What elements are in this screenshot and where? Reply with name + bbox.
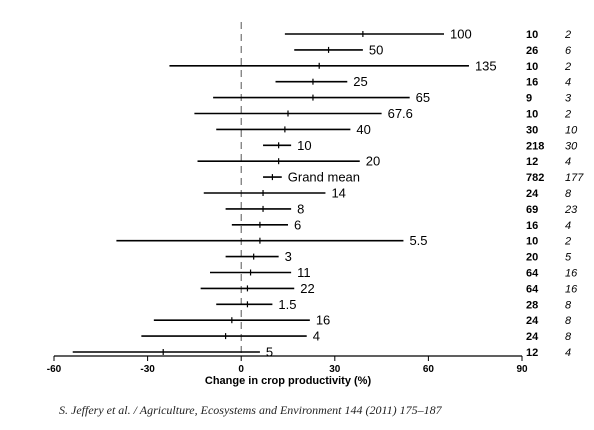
n-observations: 28 <box>526 299 538 311</box>
n-studies: 8 <box>565 331 572 343</box>
forest-row: 11 64 16 <box>210 265 578 280</box>
row-label: 1.5 <box>278 297 296 312</box>
forest-row: 8 69 23 <box>225 201 578 216</box>
row-label: 50 <box>369 42 383 57</box>
n-studies: 8 <box>565 315 572 327</box>
row-label: 40 <box>356 122 370 137</box>
n-observations: 64 <box>526 283 539 295</box>
n-studies: 16 <box>565 283 578 295</box>
forest-row: 22 64 16 <box>200 281 578 296</box>
forest-row: 16 24 8 <box>153 313 572 328</box>
row-label: 4 <box>313 329 320 344</box>
row-label: 25 <box>353 74 367 89</box>
n-observations: 782 <box>526 172 544 184</box>
forest-row: 10 218 30 <box>263 138 578 153</box>
forest-row: 65 9 3 <box>213 90 572 105</box>
n-studies: 5 <box>565 252 572 264</box>
n-studies: 4 <box>565 156 571 168</box>
row-label: 14 <box>331 186 345 201</box>
row-label: 3 <box>285 249 292 264</box>
x-axis-ticks: -60 -30 0 30 60 90 <box>47 356 528 375</box>
n-observations: 16 <box>526 77 538 89</box>
n-observations: 20 <box>526 252 538 264</box>
forest-row: 67.6 10 2 <box>194 106 571 121</box>
n-observations: 16 <box>526 220 538 232</box>
n-studies: 10 <box>565 124 578 136</box>
forest-row: 3 20 5 <box>225 249 572 264</box>
forest-row: 25 16 4 <box>275 74 571 89</box>
forest-row: 6 16 4 <box>231 217 571 232</box>
n-observations: 10 <box>526 29 538 41</box>
row-label: 6 <box>294 217 301 232</box>
n-studies: 23 <box>564 204 578 216</box>
n-studies: 3 <box>565 93 572 105</box>
n-observations: 26 <box>526 45 538 57</box>
row-label: 16 <box>316 313 330 328</box>
row-label: 5 <box>266 345 273 360</box>
x-tick-label: -60 <box>47 364 62 375</box>
n-studies: 4 <box>565 220 571 232</box>
n-observations: 69 <box>526 204 538 216</box>
n-observations: 64 <box>526 268 539 280</box>
n-observations: 10 <box>526 109 538 121</box>
n-observations: 12 <box>526 347 538 359</box>
forest-row: 5.5 10 2 <box>116 233 571 248</box>
x-tick-label: 30 <box>329 364 341 375</box>
n-observations: 24 <box>526 188 539 200</box>
forest-row: 1.5 28 8 <box>216 297 572 312</box>
n-observations: 10 <box>526 61 538 73</box>
forest-row: 135 10 2 <box>169 58 571 73</box>
citation-caption: S. Jeffery et al. / Agriculture, Ecosyst… <box>59 403 442 417</box>
n-studies: 6 <box>565 45 572 57</box>
n-studies: 4 <box>565 347 571 359</box>
n-studies: 2 <box>564 29 571 41</box>
forest-row: 4 24 8 <box>141 329 572 344</box>
n-studies: 2 <box>564 109 571 121</box>
n-observations: 12 <box>526 156 538 168</box>
n-studies: 30 <box>565 140 578 152</box>
forest-row: 5 12 4 <box>72 345 571 360</box>
x-tick-label: 0 <box>238 364 244 375</box>
row-label: 100 <box>450 27 472 42</box>
row-label: 65 <box>416 90 430 105</box>
row-label: Grand mean <box>288 170 360 185</box>
row-label: 11 <box>297 265 311 280</box>
n-studies: 8 <box>565 299 572 311</box>
n-studies: 8 <box>565 188 572 200</box>
x-axis-label: Change in crop productivity (%) <box>205 375 372 387</box>
n-studies: 177 <box>565 172 584 184</box>
forest-row: 40 30 10 <box>216 122 578 137</box>
row-label: 20 <box>366 154 380 169</box>
n-studies: 2 <box>564 61 571 73</box>
n-observations: 24 <box>526 315 539 327</box>
forest-row: 14 24 8 <box>203 186 572 201</box>
x-tick-label: 90 <box>516 364 528 375</box>
forest-row: 100 10 2 <box>284 27 571 42</box>
row-label: 135 <box>475 58 497 73</box>
forest-row: Grand mean 782 177 <box>263 170 584 185</box>
n-studies: 16 <box>565 268 578 280</box>
n-observations: 9 <box>526 93 532 105</box>
n-observations: 24 <box>526 331 539 343</box>
n-studies: 2 <box>564 236 571 248</box>
row-label: 22 <box>300 281 314 296</box>
row-label: 10 <box>297 138 311 153</box>
x-tick-label: 60 <box>423 364 435 375</box>
row-label: 5.5 <box>409 233 427 248</box>
n-observations: 218 <box>526 140 544 152</box>
x-tick-label: -30 <box>140 364 155 375</box>
n-observations: 30 <box>526 124 538 136</box>
n-studies: 4 <box>565 77 571 89</box>
forest-row: 50 26 6 <box>294 42 572 57</box>
row-label: 67.6 <box>388 106 413 121</box>
row-label: 8 <box>297 201 304 216</box>
n-observations: 10 <box>526 236 538 248</box>
forest-row: 20 12 4 <box>197 154 571 169</box>
